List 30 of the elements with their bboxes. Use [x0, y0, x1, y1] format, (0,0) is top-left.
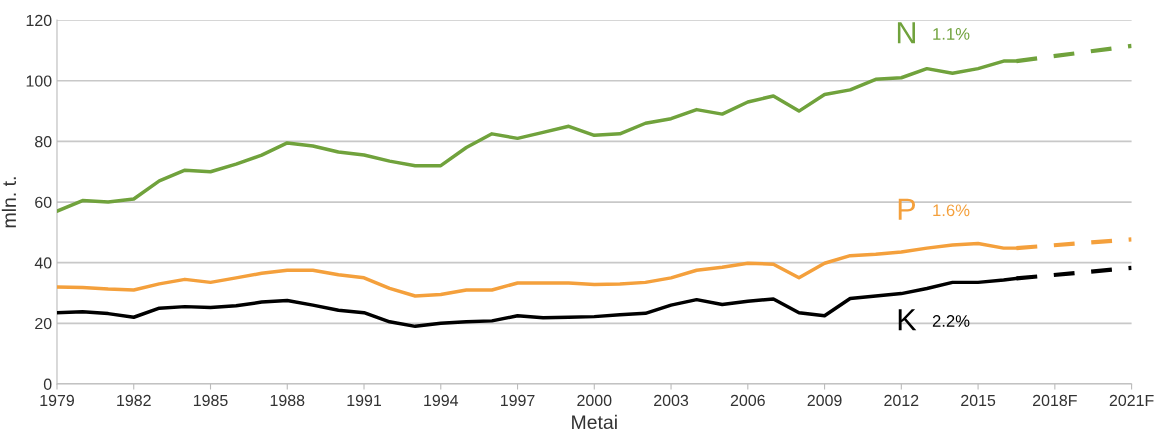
x-tick-label: 1997: [500, 394, 535, 407]
x-tick-label: 2000: [577, 394, 612, 407]
x-tick-label: 1985: [193, 394, 228, 407]
x-tick-label: 1991: [347, 394, 382, 407]
y-tick-label: 60: [35, 196, 52, 208]
x-tick-label: 1982: [117, 394, 151, 407]
x-tick-label: 2021F: [1109, 394, 1154, 407]
y-axis-title: mln. t.: [1, 177, 17, 228]
x-tick-label: 2006: [730, 394, 765, 407]
x-tick-label: 2018F: [1033, 394, 1077, 407]
annotation: 1.6%: [933, 204, 970, 217]
series-label: P: [898, 198, 916, 220]
series-label: N: [897, 22, 915, 44]
annotation: 1.1%: [933, 28, 970, 40]
annotation: 2.2%: [932, 315, 970, 327]
y-tick-label: 120: [26, 14, 52, 27]
y-tick-label: 80: [35, 136, 52, 148]
x-tick-label: 2003: [654, 394, 689, 407]
x-tick-label: 2009: [807, 394, 842, 407]
y-tick-label: 0: [43, 378, 52, 390]
y-tick-label: 20: [35, 317, 52, 330]
y-tick-label: 100: [26, 75, 52, 87]
x-axis-title: Metai: [572, 414, 617, 430]
y-tick-label: 40: [34, 257, 52, 269]
x-tick-label: 1988: [270, 394, 305, 407]
x-tick-label: 1994: [424, 394, 459, 407]
x-tick-label: 1979: [40, 394, 74, 407]
x-tick-label: 2012: [884, 394, 919, 407]
x-tick-label: 2015: [961, 394, 996, 407]
series-label: K: [898, 309, 917, 331]
